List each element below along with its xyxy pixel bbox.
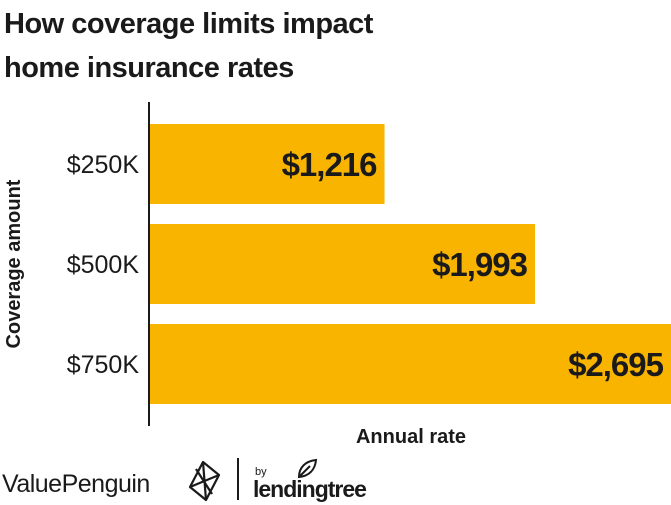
chart-title-line-1: How coverage limits impact <box>4 8 373 40</box>
footer: ValuePenguin by lendingtree <box>0 452 671 505</box>
valuepenguin-logo-icon <box>188 460 221 502</box>
y-tick-label-1: $250K <box>67 151 140 179</box>
lendingtree-wordmark: lendingtree <box>253 476 367 502</box>
y-axis-title: Coverage amount <box>3 179 25 348</box>
chart-title: How coverage limits impact home insuranc… <box>4 2 664 90</box>
valuepenguin-wordmark: ValuePenguin <box>2 470 150 498</box>
footer-divider <box>237 458 239 500</box>
bar-3 <box>149 324 671 404</box>
chart-title-line-2: home insurance rates <box>4 52 294 84</box>
bar-1 <box>149 124 385 204</box>
lendingtree-leaf-icon <box>297 458 318 479</box>
data-label-3: $2,695 <box>568 346 664 383</box>
y-tick-label-3: $750K <box>67 351 140 379</box>
bar-chart: $250K $1,216 $500K $1,993 $750K $2,695 Annual … <box>3 102 671 448</box>
y-tick-label-2: $500K <box>67 251 140 279</box>
data-label-2: $1,993 <box>432 246 528 283</box>
x-axis-title: Annual rate <box>356 426 466 448</box>
by-label: by <box>255 466 267 478</box>
data-label-1: $1,216 <box>282 146 378 183</box>
bar-2 <box>149 224 536 304</box>
